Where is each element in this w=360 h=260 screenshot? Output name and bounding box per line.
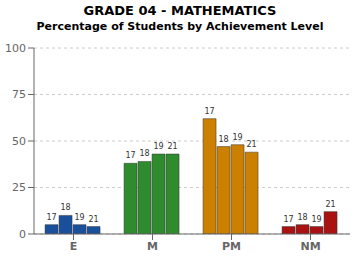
svg-text:E: E <box>70 240 78 253</box>
svg-text:21: 21 <box>167 142 177 151</box>
svg-text:25: 25 <box>12 181 26 194</box>
svg-text:M: M <box>147 240 158 253</box>
svg-text:75: 75 <box>12 88 26 101</box>
svg-text:21: 21 <box>246 140 256 149</box>
svg-text:0: 0 <box>19 228 26 241</box>
svg-text:19: 19 <box>153 142 163 151</box>
svg-text:18: 18 <box>218 135 228 144</box>
svg-text:19: 19 <box>74 213 84 222</box>
svg-text:19: 19 <box>311 215 321 224</box>
html-text:Percentage of Students by Achi: Percentage of Students by Achievement Le… <box>36 20 324 33</box>
svg-text:PM: PM <box>222 240 241 253</box>
svg-text:100: 100 <box>8 42 26 55</box>
svg-text:21: 21 <box>325 200 335 209</box>
svg-text:18: 18 <box>60 203 70 212</box>
svg-text:17: 17 <box>204 107 214 116</box>
svg-text:18: 18 <box>139 149 149 158</box>
svg-text:17: 17 <box>283 215 293 224</box>
html-text:GRADE 04 - MATHEMATICS: GRADE 04 - MATHEMATICS <box>83 3 277 18</box>
svg-text:50: 50 <box>12 135 26 148</box>
svg-text:18: 18 <box>297 213 307 222</box>
svg-text:19: 19 <box>232 133 242 142</box>
svg-text:17: 17 <box>46 213 56 222</box>
svg-text:17: 17 <box>125 151 135 160</box>
svg-text:21: 21 <box>88 215 98 224</box>
svg-text:NM: NM <box>300 240 320 253</box>
